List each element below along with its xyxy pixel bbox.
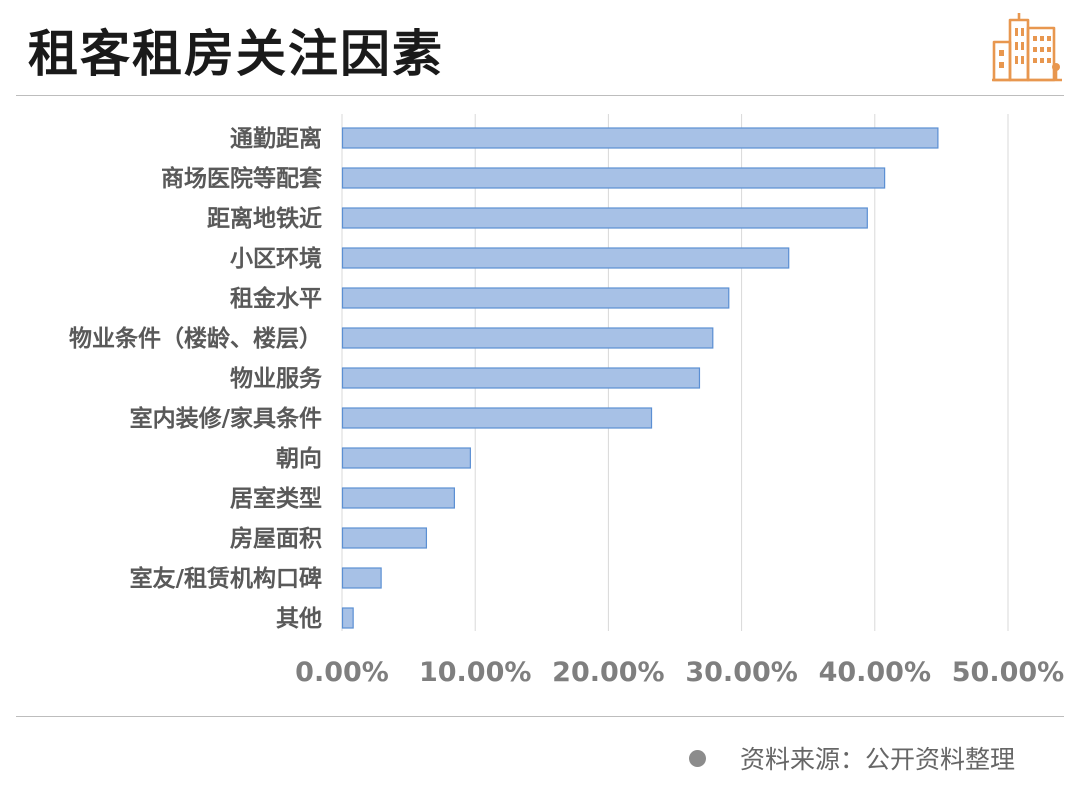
x-tick-label: 10.00%: [419, 657, 531, 688]
bar: [341, 407, 653, 429]
bar: [341, 327, 714, 349]
header-divider: [16, 95, 1064, 96]
category-label: 商场医院等配套: [161, 165, 322, 192]
x-tick-label: 0.00%: [295, 657, 389, 688]
category-label: 物业条件（楼龄、楼层）: [69, 325, 322, 352]
bullet-icon: [689, 750, 706, 767]
x-tick-label: 30.00%: [685, 657, 797, 688]
bar: [341, 207, 868, 229]
bar: [341, 247, 790, 269]
x-tick-label: 40.00%: [819, 657, 931, 688]
category-label: 距离地铁近: [207, 205, 322, 232]
category-label: 居室类型: [230, 485, 322, 512]
bar: [341, 607, 354, 629]
category-label: 室友/租赁机构口碑: [130, 565, 322, 592]
city-buildings-icon: [992, 13, 1062, 82]
category-label: 小区环境: [230, 245, 322, 272]
bar: [341, 527, 428, 549]
source-note: 资料来源：公开资料整理: [740, 745, 1016, 774]
bar: [341, 567, 382, 589]
x-tick-label: 20.00%: [552, 657, 664, 688]
category-label: 通勤距离: [230, 125, 322, 152]
bar: [341, 127, 939, 149]
category-label: 朝向: [276, 445, 322, 472]
x-axis-tick-labels: 0.00% 10.00% 20.00% 30.00% 40.00% 50.00%: [295, 657, 1064, 688]
footer-divider: [16, 716, 1064, 717]
category-label: 租金水平: [230, 285, 322, 312]
bar: [341, 167, 886, 189]
bars: [341, 127, 939, 629]
x-tick-label: 50.00%: [952, 657, 1064, 688]
bar: [341, 367, 701, 389]
bar: [341, 447, 471, 469]
bar: [341, 287, 730, 309]
category-label: 其他: [276, 606, 322, 632]
category-label: 房屋面积: [230, 525, 322, 552]
category-label: 物业服务: [230, 365, 323, 392]
category-label: 室内装修/家具条件: [130, 405, 322, 432]
bar: [341, 487, 455, 509]
page-title: 租客租房关注因素: [28, 25, 444, 83]
